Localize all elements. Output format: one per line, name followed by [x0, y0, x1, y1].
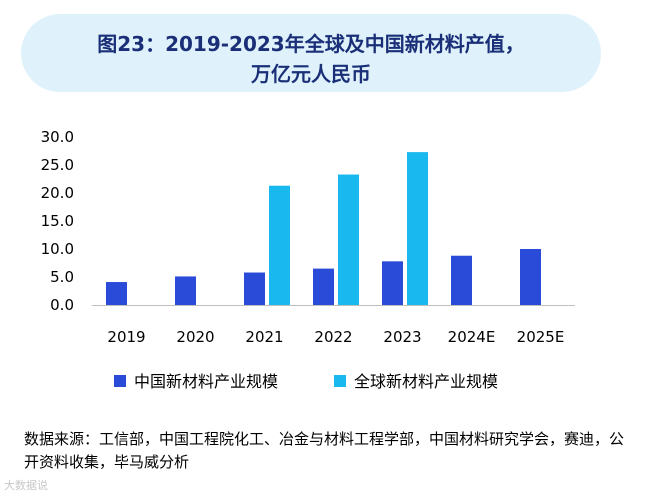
bar-chart: 0.0 5.0 10.0 15.0 20.0 25.0 30.0 2019 2020 2021 20…	[41, 128, 575, 391]
bar-china	[106, 282, 127, 305]
chart-title: 图23：2019-2023年全球及中国新材料产值，	[97, 32, 525, 56]
x-tick-label: 2019	[107, 328, 145, 346]
x-tick-label: 2025E	[517, 328, 565, 346]
source-note: 数据来源：工信部，中国工程院化工、冶金与材料工程学部，中国材料研究学会，赛迪，公…	[24, 430, 625, 471]
bar-global	[338, 174, 359, 305]
bar-china	[520, 249, 541, 305]
y-tick-label: 20.0	[41, 184, 74, 202]
x-tick-label: 2023	[383, 328, 421, 346]
x-tick-label: 2022	[314, 328, 352, 346]
y-tick-label: 25.0	[41, 156, 74, 174]
legend-swatch	[334, 375, 346, 387]
legend-swatch	[114, 375, 126, 387]
legend-label: 中国新材料产业规模	[134, 372, 278, 391]
bar-china	[382, 261, 403, 305]
y-tick-label: 15.0	[41, 212, 74, 230]
x-tick-label: 2021	[245, 328, 283, 346]
chart-subtitle: 万亿元人民币	[251, 62, 371, 86]
x-tick-label: 2020	[176, 328, 214, 346]
title-banner	[21, 14, 601, 92]
y-tick-label: 0.0	[50, 296, 74, 314]
y-tick-label: 30.0	[41, 128, 74, 146]
x-tick-label: 2024E	[448, 328, 496, 346]
bar-china	[175, 276, 196, 305]
bar-global	[407, 152, 428, 305]
y-tick-label: 5.0	[50, 268, 74, 286]
bar-china	[313, 268, 334, 305]
watermark: 大数据说	[4, 479, 48, 492]
bar-global	[269, 185, 290, 305]
legend-label: 全球新材料产业规模	[354, 372, 498, 391]
bar-china	[451, 255, 472, 305]
bar-china	[244, 272, 265, 305]
y-tick-label: 10.0	[41, 240, 74, 258]
